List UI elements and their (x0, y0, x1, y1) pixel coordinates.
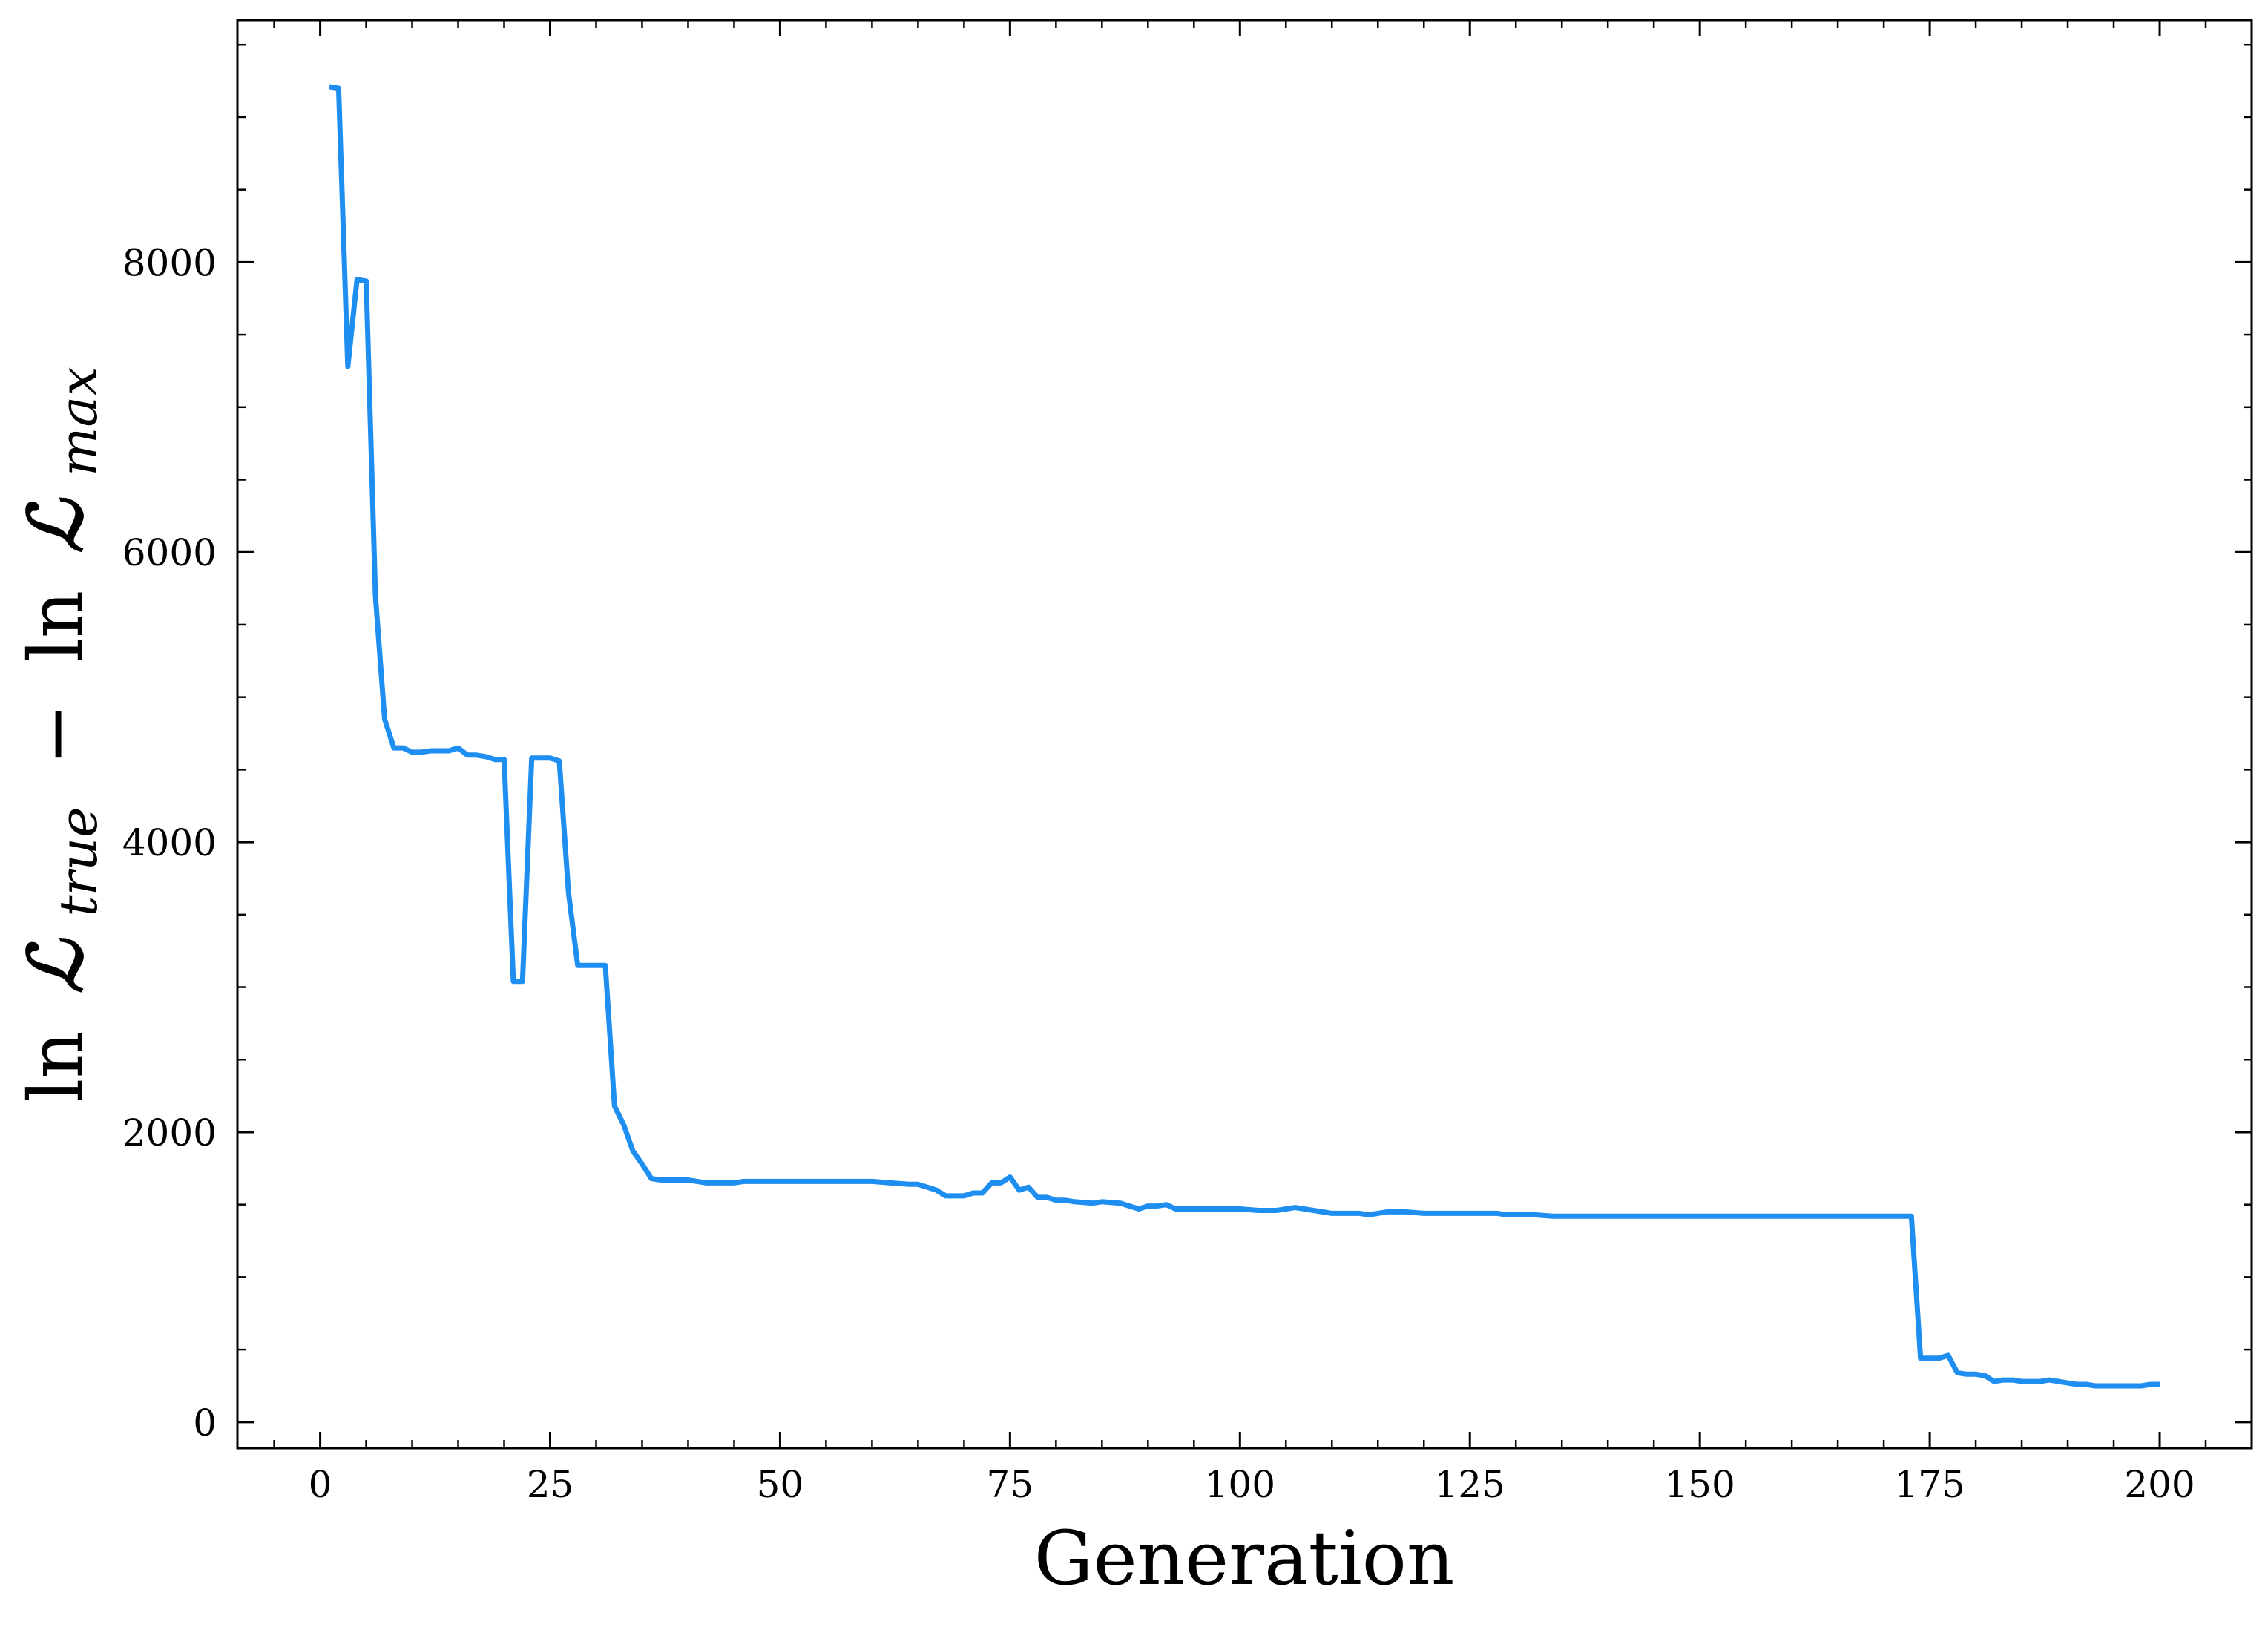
y-label-sub-max: max (48, 367, 109, 476)
y-tick-label: 4000 (122, 821, 217, 864)
series-line (329, 84, 2160, 1389)
y-label-ln1: ln (13, 1031, 99, 1102)
y-tick-label: 6000 (122, 531, 217, 574)
y-label-script-l2: ℒ (12, 497, 99, 553)
x-axis-label: Generation (1034, 1515, 1455, 1602)
x-tick-label: 25 (527, 1463, 574, 1506)
y-axis-label: ln ℒ true − ln ℒ max (12, 367, 114, 1102)
y-label-sub-true: true (48, 806, 109, 916)
y-tick-label: 0 (193, 1401, 217, 1444)
x-tick-label: 175 (1894, 1463, 1965, 1506)
x-tick-label: 75 (987, 1463, 1034, 1506)
x-tick-label: 50 (757, 1463, 804, 1506)
major-ticks (237, 20, 2252, 1448)
y-tick-label: 8000 (122, 241, 217, 284)
x-tick-label: 0 (309, 1463, 332, 1506)
y-tick-label: 2000 (122, 1111, 217, 1154)
plot-frame (236, 19, 2253, 1450)
y-label-ln2: ln (13, 591, 99, 662)
x-tick-label: 125 (1435, 1463, 1505, 1506)
y-label-script-l1: ℒ (12, 937, 99, 993)
x-tick-label: 150 (1664, 1463, 1735, 1506)
x-tick-label: 100 (1205, 1463, 1275, 1506)
y-label-minus: − (13, 703, 99, 766)
x-tick-label: 200 (2124, 1463, 2195, 1506)
minor-ticks (237, 20, 2252, 1448)
